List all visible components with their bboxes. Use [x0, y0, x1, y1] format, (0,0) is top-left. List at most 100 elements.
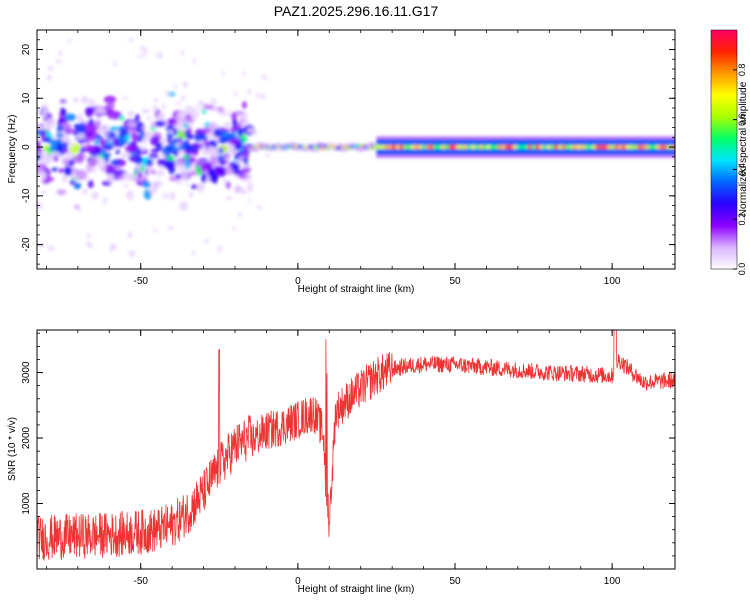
heatmap-cell	[181, 49, 185, 57]
heatmap-blobs	[37, 38, 675, 258]
heatmap-cell	[154, 97, 159, 103]
colorbar-tick-label: 0.6	[737, 113, 747, 126]
spectrogram-y-tick-label: -10	[21, 188, 32, 203]
heatmap-cell	[160, 192, 172, 200]
heatmap-cell	[177, 109, 187, 119]
heatmap-cell	[168, 129, 174, 135]
snr-y-tick-label: 2000	[21, 426, 32, 449]
heatmap-cell	[115, 149, 121, 155]
heatmap-cell	[238, 211, 242, 219]
heatmap-cell	[201, 172, 207, 182]
heatmap-cell	[73, 182, 82, 190]
heatmap-cell	[165, 91, 172, 96]
heatmap-cell	[144, 49, 148, 54]
heatmap-cell	[37, 164, 44, 171]
heatmap-cell	[247, 195, 252, 206]
heatmap-cell	[150, 169, 156, 175]
heatmap-cell	[94, 108, 107, 114]
heatmap-cell	[223, 121, 232, 128]
heatmap-cell	[141, 108, 150, 114]
heatmap-cell	[67, 38, 71, 43]
colorbar-tick-label: 0.8	[737, 64, 747, 77]
heatmap-cell	[216, 106, 224, 112]
heatmap-cell	[218, 137, 228, 144]
heatmap-cell	[183, 155, 190, 160]
heatmap-cell	[252, 129, 258, 135]
heatmap-cell	[242, 101, 247, 109]
heatmap-cell	[224, 156, 230, 161]
heatmap-cell	[106, 173, 115, 184]
heatmap-cell	[105, 164, 115, 175]
heatmap-cell	[146, 115, 152, 121]
heatmap-cell	[225, 196, 233, 201]
heatmap-cell	[176, 101, 181, 106]
snr-panel: -50 0 50 100 1000 2000 3000 Height of straight…	[7, 329, 676, 595]
heatmap-cell	[99, 137, 106, 147]
heatmap-cell	[87, 232, 91, 240]
heatmap-cell	[142, 181, 151, 188]
heatmap-cell	[140, 45, 147, 52]
heatmap-cell	[217, 147, 224, 154]
heatmap-cell	[104, 156, 110, 163]
heatmap-cell	[190, 184, 199, 190]
heatmap-cell	[127, 110, 134, 118]
heatmap-cell	[152, 104, 158, 112]
heatmap-cell	[236, 122, 243, 129]
heatmap-cell	[76, 207, 82, 212]
heatmap-cell	[182, 80, 189, 88]
heatmap-cell	[242, 162, 251, 169]
heatmap-cell	[212, 148, 220, 152]
heatmap-cell	[55, 59, 62, 64]
heatmap-cell	[107, 138, 114, 144]
heatmap-cell	[129, 174, 137, 182]
heatmap-cell	[44, 117, 56, 128]
heatmap-cell	[127, 231, 133, 239]
heatmap-cell	[161, 161, 171, 167]
snr-x-tick-label: 100	[604, 576, 621, 587]
heatmap-cell	[150, 148, 160, 153]
heatmap-cell	[81, 143, 87, 148]
heatmap-cell	[113, 60, 117, 68]
heatmap-cell	[125, 144, 137, 154]
heatmap-cell	[39, 171, 47, 180]
snr-line-group	[37, 330, 675, 561]
heatmap-cell	[180, 95, 186, 101]
heatmap-cell	[243, 144, 248, 155]
heatmap-cell	[173, 84, 178, 89]
heatmap-cell	[85, 241, 91, 247]
spectrogram-x-label: Height of straight line (km)	[298, 284, 415, 295]
heatmap-cell	[144, 130, 154, 140]
heatmap-cell	[58, 168, 64, 174]
heatmap-cell	[154, 169, 165, 177]
heatmap-cell	[37, 145, 43, 155]
heatmap-cell	[110, 159, 121, 166]
heatmap-cell	[161, 103, 166, 110]
heatmap-cell	[184, 129, 190, 136]
heatmap-cell	[63, 100, 67, 106]
heatmap-cell	[43, 155, 49, 163]
heatmap-cell	[261, 74, 268, 80]
heatmap-cell	[152, 228, 159, 232]
heatmap-cell	[120, 130, 130, 136]
heatmap-cell	[188, 191, 194, 198]
snr-axes: -50 0 50 100 1000 2000 3000	[21, 330, 676, 587]
heatmap-cell	[64, 113, 77, 122]
spectrogram-heatmap	[37, 38, 675, 258]
spectrogram-x-tick-label: 0	[295, 276, 301, 287]
heatmap-cell	[264, 153, 271, 157]
heatmap-cell	[170, 191, 176, 201]
heatmap-cell	[170, 143, 177, 152]
heatmap-cell	[185, 144, 195, 153]
heatmap-cell	[255, 205, 263, 210]
snr-plot-area	[37, 330, 675, 569]
heatmap-cell	[209, 154, 218, 165]
heatmap-cell	[202, 104, 214, 110]
heatmap-cell	[192, 58, 197, 65]
heatmap-cell	[66, 153, 74, 160]
spectrogram-y-label: Frequency (Hz)	[7, 115, 18, 184]
heatmap-cell	[184, 180, 190, 188]
snr-x-label: Height of straight line (km)	[298, 584, 415, 595]
heatmap-cell	[146, 164, 152, 172]
spectrogram-y-tick-label: 20	[21, 44, 32, 56]
colorbar-tick-label: 0.4	[737, 163, 747, 176]
